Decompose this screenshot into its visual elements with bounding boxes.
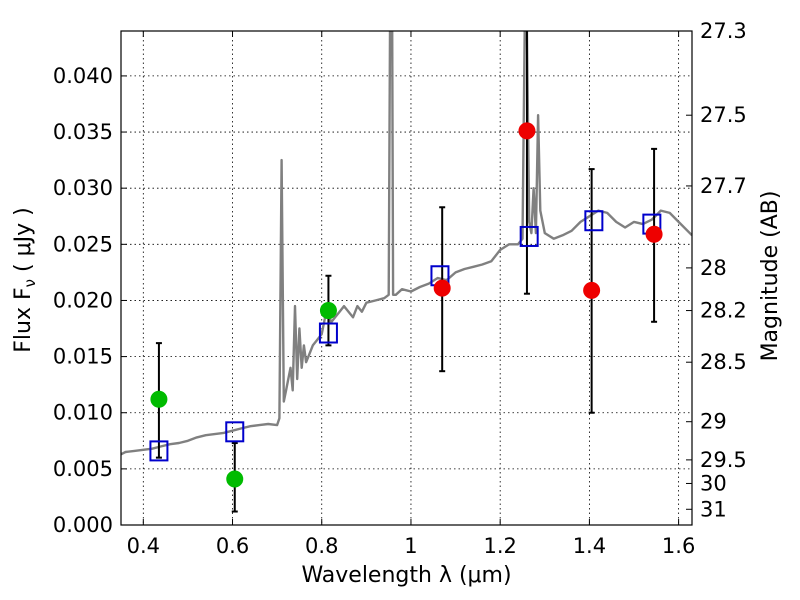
model-square-marker — [318, 322, 338, 344]
right-y-tick-label: 28.5 — [700, 350, 747, 374]
green-data-point — [226, 470, 244, 488]
right-y-tick-label: 28 — [700, 256, 727, 280]
red-data-point — [518, 122, 536, 140]
error-bars — [155, 31, 658, 513]
model-square-marker — [149, 440, 169, 462]
right-y-tick-label: 31 — [700, 497, 727, 521]
right-y-tick-label: 27.5 — [700, 103, 747, 127]
red-data-point — [645, 225, 663, 243]
right-y-tick-label: 27.7 — [700, 174, 747, 198]
y-axis-label: Flux Fν ( μJy ) — [11, 207, 39, 352]
y-axis-label-main: Flux F — [11, 287, 36, 352]
y-tick-label: 0.020 — [53, 288, 113, 312]
right-y-tick-label: 29 — [700, 410, 727, 434]
y-axis-label-units: ( μJy ) — [11, 207, 36, 279]
y-tick-label: 0.005 — [53, 457, 113, 481]
y-axis-label-sub: ν — [21, 279, 39, 287]
right-y-tick-label: 27.3 — [700, 19, 747, 43]
right-y-axis-label: Magnitude (AB) — [758, 191, 783, 362]
x-tick-label: 1.2 — [483, 534, 516, 558]
plot-frame — [120, 30, 693, 526]
right-y-tick-label: 28.2 — [700, 299, 747, 323]
y-tick-label: 0.010 — [53, 401, 113, 425]
model-square-marker — [225, 421, 245, 443]
x-tick-label: 0.8 — [305, 534, 338, 558]
spectrum-layer — [121, 31, 692, 456]
y-tick-label: 0.015 — [53, 345, 113, 369]
grid — [121, 31, 692, 525]
spectrum-line — [121, 31, 692, 456]
red-data-point — [433, 279, 451, 297]
right-y-tick-label: 30 — [700, 471, 727, 495]
right-y-tick-label: 29.5 — [700, 448, 747, 472]
ticks: 0.4 0.6 0.8 1 1.2 1.4 1.6 0.000 0.005 0.010 0.015 0… — [53, 19, 747, 558]
model-square-marker — [584, 210, 604, 232]
x-tick-label: 1.6 — [662, 534, 695, 558]
red-data-point — [583, 281, 601, 299]
y-tick-label: 0.035 — [53, 120, 113, 144]
markers — [149, 122, 663, 488]
x-tick-label: 1 — [404, 534, 417, 558]
x-tick-label: 0.4 — [127, 534, 160, 558]
y-tick-label: 0.040 — [53, 64, 113, 88]
y-tick-label: 0.000 — [53, 513, 113, 537]
model-square-marker — [519, 225, 539, 247]
green-data-point — [150, 390, 168, 408]
x-tick-label: 1.4 — [573, 534, 606, 558]
x-axis-label: Wavelength λ (μm) — [301, 563, 511, 588]
y-tick-label: 0.030 — [53, 176, 113, 200]
y-tick-label: 0.025 — [53, 232, 113, 256]
x-tick-label: 0.6 — [216, 534, 249, 558]
green-data-point — [319, 302, 337, 320]
